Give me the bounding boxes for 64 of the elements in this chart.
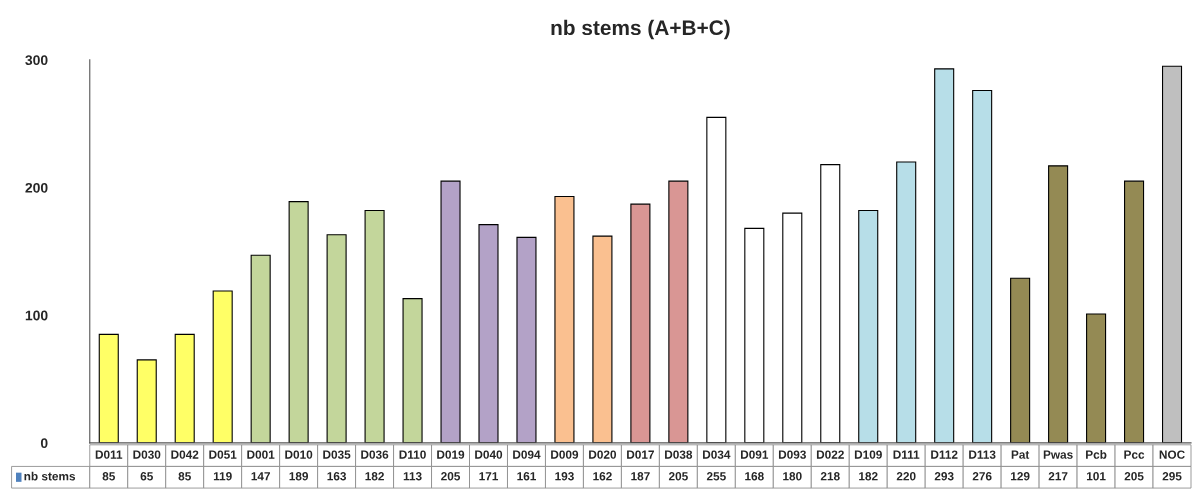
x-tick-label: D042	[171, 450, 199, 459]
x-tick-label: NOC	[1159, 450, 1185, 459]
data-label: 168	[745, 472, 764, 481]
x-tick-label: D019	[437, 450, 465, 459]
x-tick-label: D017	[627, 450, 654, 459]
data-label: 217	[1048, 472, 1068, 481]
data-label: 205	[1124, 472, 1144, 481]
data-label: 113	[403, 472, 422, 481]
data-label: 193	[555, 472, 574, 481]
data-label: 293	[934, 472, 954, 481]
x-tick-label: D035	[323, 450, 351, 459]
x-tick-label: D093	[778, 450, 806, 459]
data-label: 218	[820, 472, 840, 481]
x-tick-label: Pcb	[1086, 450, 1107, 459]
data-label: 85	[102, 472, 115, 481]
data-label: 147	[251, 472, 270, 481]
data-label: 119	[213, 472, 232, 481]
data-label: 171	[479, 472, 499, 481]
data-label: 65	[140, 472, 153, 481]
data-label: 180	[783, 472, 802, 481]
x-tick-label: D111	[893, 450, 920, 459]
y-tick-label: 100	[25, 310, 48, 321]
x-tick-label: D009	[551, 450, 579, 459]
data-label: 163	[327, 472, 347, 481]
x-tick-label: D094	[513, 450, 541, 459]
x-tick-label: D110	[399, 450, 426, 459]
data-label: 295	[1162, 472, 1182, 481]
data-label: 220	[896, 472, 916, 481]
chart-title: nb stems (A+B+C)	[551, 19, 730, 40]
y-tick-label: 200	[25, 182, 48, 193]
x-tick-label: D091	[741, 450, 769, 459]
x-tick-label: D113	[969, 450, 996, 459]
x-tick-label: D038	[665, 450, 693, 459]
x-tick-label: D010	[285, 450, 313, 459]
data-label: 187	[631, 472, 650, 481]
x-tick-label: D030	[133, 450, 161, 459]
x-tick-label: D001	[247, 450, 275, 459]
text: nb stems	[24, 471, 76, 481]
x-tick-label: D109	[854, 450, 882, 459]
x-tick-label: D034	[703, 450, 731, 459]
x-tick-label: D040	[475, 450, 503, 459]
x-tick-label: D036	[361, 450, 389, 459]
x-tick-label: Pat	[1011, 450, 1030, 459]
data-label: 85	[178, 472, 191, 481]
data-label: 276	[972, 472, 992, 481]
data-label: 182	[365, 472, 384, 481]
data-label: 255	[706, 472, 726, 481]
x-tick-label: D112	[931, 450, 958, 459]
data-label: 161	[517, 472, 536, 481]
x-tick-label: Pwas	[1043, 450, 1073, 459]
data-label: 162	[593, 472, 612, 481]
data-label: 182	[859, 472, 878, 481]
data-label: 205	[441, 472, 461, 481]
y-tick-label: 300	[25, 55, 48, 66]
x-tick-label: D051	[209, 450, 237, 459]
x-tick-label: D011	[95, 450, 123, 459]
data-label: 189	[289, 472, 309, 481]
y-tick-label: 0	[40, 438, 48, 449]
data-label: 101	[1086, 472, 1106, 481]
x-tick-label: Pcc	[1124, 450, 1145, 459]
data-label: 129	[1011, 472, 1030, 481]
data-label: 205	[668, 472, 688, 481]
x-tick-label: D020	[589, 450, 617, 459]
x-tick-label: D022	[816, 450, 844, 459]
